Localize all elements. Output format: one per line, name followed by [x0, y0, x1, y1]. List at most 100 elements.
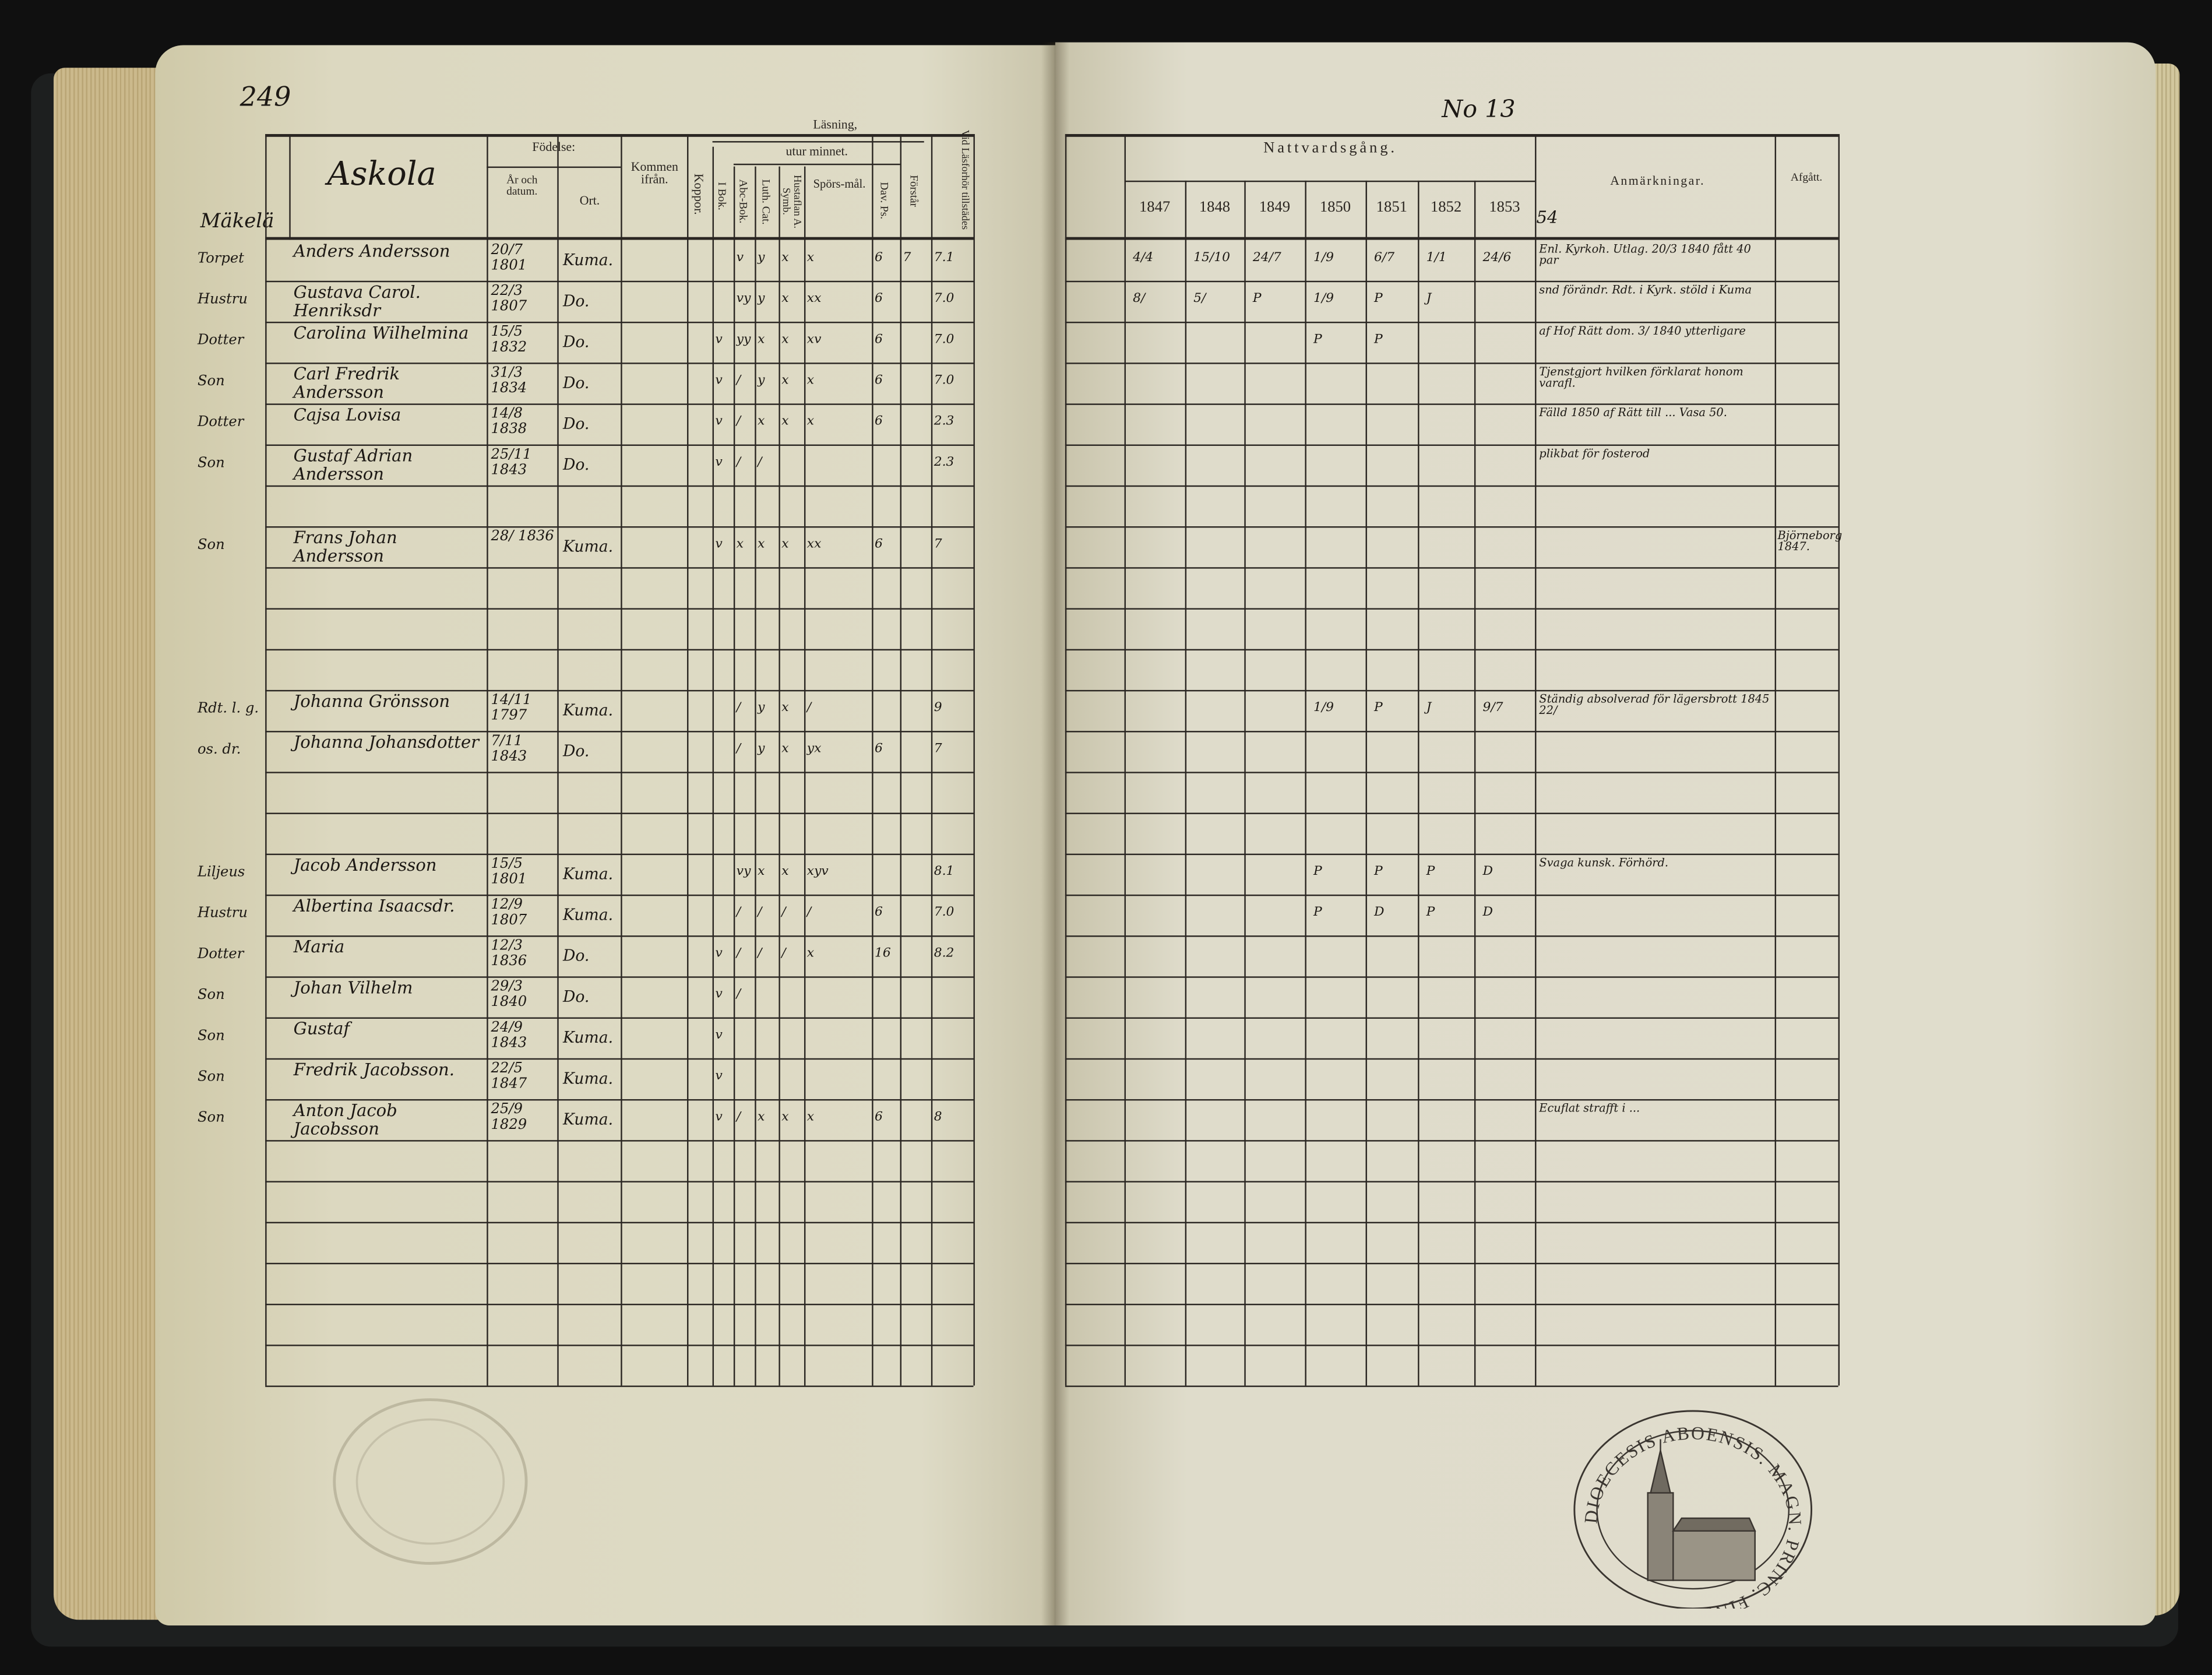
row-line-right — [1065, 1140, 1838, 1142]
person-name: Anders Andersson — [293, 241, 450, 261]
communion-mark: 1/9 — [1313, 251, 1334, 266]
book-gutter — [1041, 42, 1070, 1625]
communion-mark: P — [1374, 333, 1383, 347]
birth-date: 22/3 1807 — [491, 283, 527, 314]
header-year-1852: 1852 — [1430, 199, 1462, 216]
column-line-right — [1365, 180, 1367, 1386]
row-line-left — [265, 812, 974, 814]
reading-mark: y — [758, 251, 765, 266]
reading-mark: x — [758, 414, 765, 429]
column-line-left — [265, 133, 267, 1386]
header-lasning: Läsning, — [813, 117, 858, 132]
communion-mark: 6/7 — [1374, 251, 1395, 266]
reading-mark: / — [736, 906, 741, 920]
birth-date: 12/3 1836 — [491, 938, 527, 969]
reading-mark: 2.3 — [934, 414, 954, 429]
row-line-right — [1065, 1262, 1838, 1265]
reading-mark: x — [758, 333, 765, 347]
column-line-left — [779, 166, 780, 1386]
column-line-right — [1244, 180, 1246, 1386]
column-line-left — [900, 133, 902, 1386]
row-line-right — [1065, 1345, 1838, 1346]
reading-mark: v — [715, 374, 723, 388]
reading-mark: 7.0 — [934, 292, 954, 307]
reading-mark: 7 — [903, 251, 911, 266]
relation-label: Dotter — [197, 946, 244, 963]
fodelse-divider — [487, 166, 621, 168]
remark-text: Ecuflat strafft i ... — [1539, 1102, 1640, 1115]
reading-mark: 8.1 — [934, 865, 954, 879]
birth-date: 12/9 1807 — [491, 897, 527, 928]
reading-mark: x — [736, 537, 744, 552]
row-line-left — [265, 363, 974, 364]
row-line-left — [265, 1140, 974, 1142]
birth-place: Kuma. — [562, 1028, 614, 1047]
birth-place: Kuma. — [562, 906, 614, 924]
row-line-left — [265, 608, 974, 610]
row-line-right — [1065, 280, 1838, 283]
birth-place: Do. — [562, 333, 590, 351]
communion-mark: P — [1313, 333, 1322, 347]
relation-label: Torpet — [197, 251, 244, 267]
relation-label: Hustru — [197, 906, 248, 921]
row-line-left — [265, 444, 974, 446]
header-afgatt: Afgått. — [1790, 170, 1823, 184]
reading-mark: 7.0 — [934, 374, 954, 388]
person-name: Carl Fredrik Andersson — [293, 364, 400, 402]
relation-label: Son — [197, 1069, 225, 1085]
reading-mark: y — [758, 292, 765, 307]
column-line-right — [1838, 133, 1840, 1386]
reading-mark: 2.3 — [934, 455, 954, 470]
row-line-right — [1065, 363, 1838, 364]
header-luth: Luth. Cat. — [759, 179, 773, 225]
row-line-right — [1065, 485, 1838, 487]
reading-mark: / — [736, 987, 741, 1002]
row-line-right — [1065, 1017, 1838, 1019]
birth-place: Do. — [562, 742, 590, 761]
header-kommen: Kommen ifrån. — [631, 159, 678, 187]
row-line-left — [265, 976, 974, 978]
header-year-1850: 1850 — [1319, 199, 1351, 216]
row-line-left — [265, 772, 974, 773]
reading-mark: 6 — [875, 292, 883, 307]
column-line-left — [557, 133, 559, 1386]
remark-text: plikbat för fosterod — [1539, 447, 1650, 460]
birth-date: 14/11 1797 — [491, 692, 532, 723]
relation-label: Son — [197, 537, 225, 554]
reading-mark: x — [781, 1110, 789, 1125]
reading-mark: vy — [736, 865, 751, 879]
row-line-right — [1065, 444, 1838, 446]
remark-text: snd förändr. Rdt. i Kyrk. stöld i Kuma — [1539, 283, 1752, 297]
header-vid-lasforhor: Vid Läsforhör tillstädes — [959, 129, 973, 230]
birth-place: Do. — [562, 374, 590, 393]
header-sporsmal: Spörs-mål. — [813, 176, 866, 191]
communion-mark: 4/4 — [1133, 251, 1154, 266]
reading-mark: 6 — [875, 537, 883, 552]
row-line-right — [1065, 976, 1838, 978]
relation-label: Son — [197, 1110, 225, 1126]
column-line-left — [755, 166, 756, 1386]
reading-mark: / — [806, 906, 812, 920]
relation-label: Hustru — [197, 292, 248, 308]
communion-mark: P — [1374, 865, 1383, 879]
reading-mark: y — [758, 701, 765, 716]
header-extra-year: 54 — [1536, 207, 1558, 227]
row-line-left — [265, 1262, 974, 1265]
birth-date: 14/8 1838 — [491, 406, 527, 437]
name-column-line — [289, 133, 291, 240]
remark-text: Ständig absolverad för lägersbrott 1845 … — [1539, 692, 1770, 717]
column-line-right — [1774, 133, 1777, 1386]
reading-mark: v — [715, 333, 723, 347]
relation-label: Son — [197, 374, 225, 390]
communion-mark: 1/1 — [1426, 251, 1447, 266]
reading-mark: 8 — [934, 1110, 942, 1125]
page-edges-left — [53, 68, 174, 1620]
person-name: Johanna Johansdotter — [293, 732, 480, 752]
person-name: Albertina Isaacsdr. — [293, 896, 455, 916]
column-line-right — [1124, 133, 1126, 1386]
table-top-border-left — [265, 133, 974, 137]
reading-mark: x — [781, 742, 789, 756]
faint-stamp-impression — [333, 1398, 528, 1565]
row-line-right — [1065, 894, 1838, 896]
reading-mark: / — [736, 701, 741, 716]
